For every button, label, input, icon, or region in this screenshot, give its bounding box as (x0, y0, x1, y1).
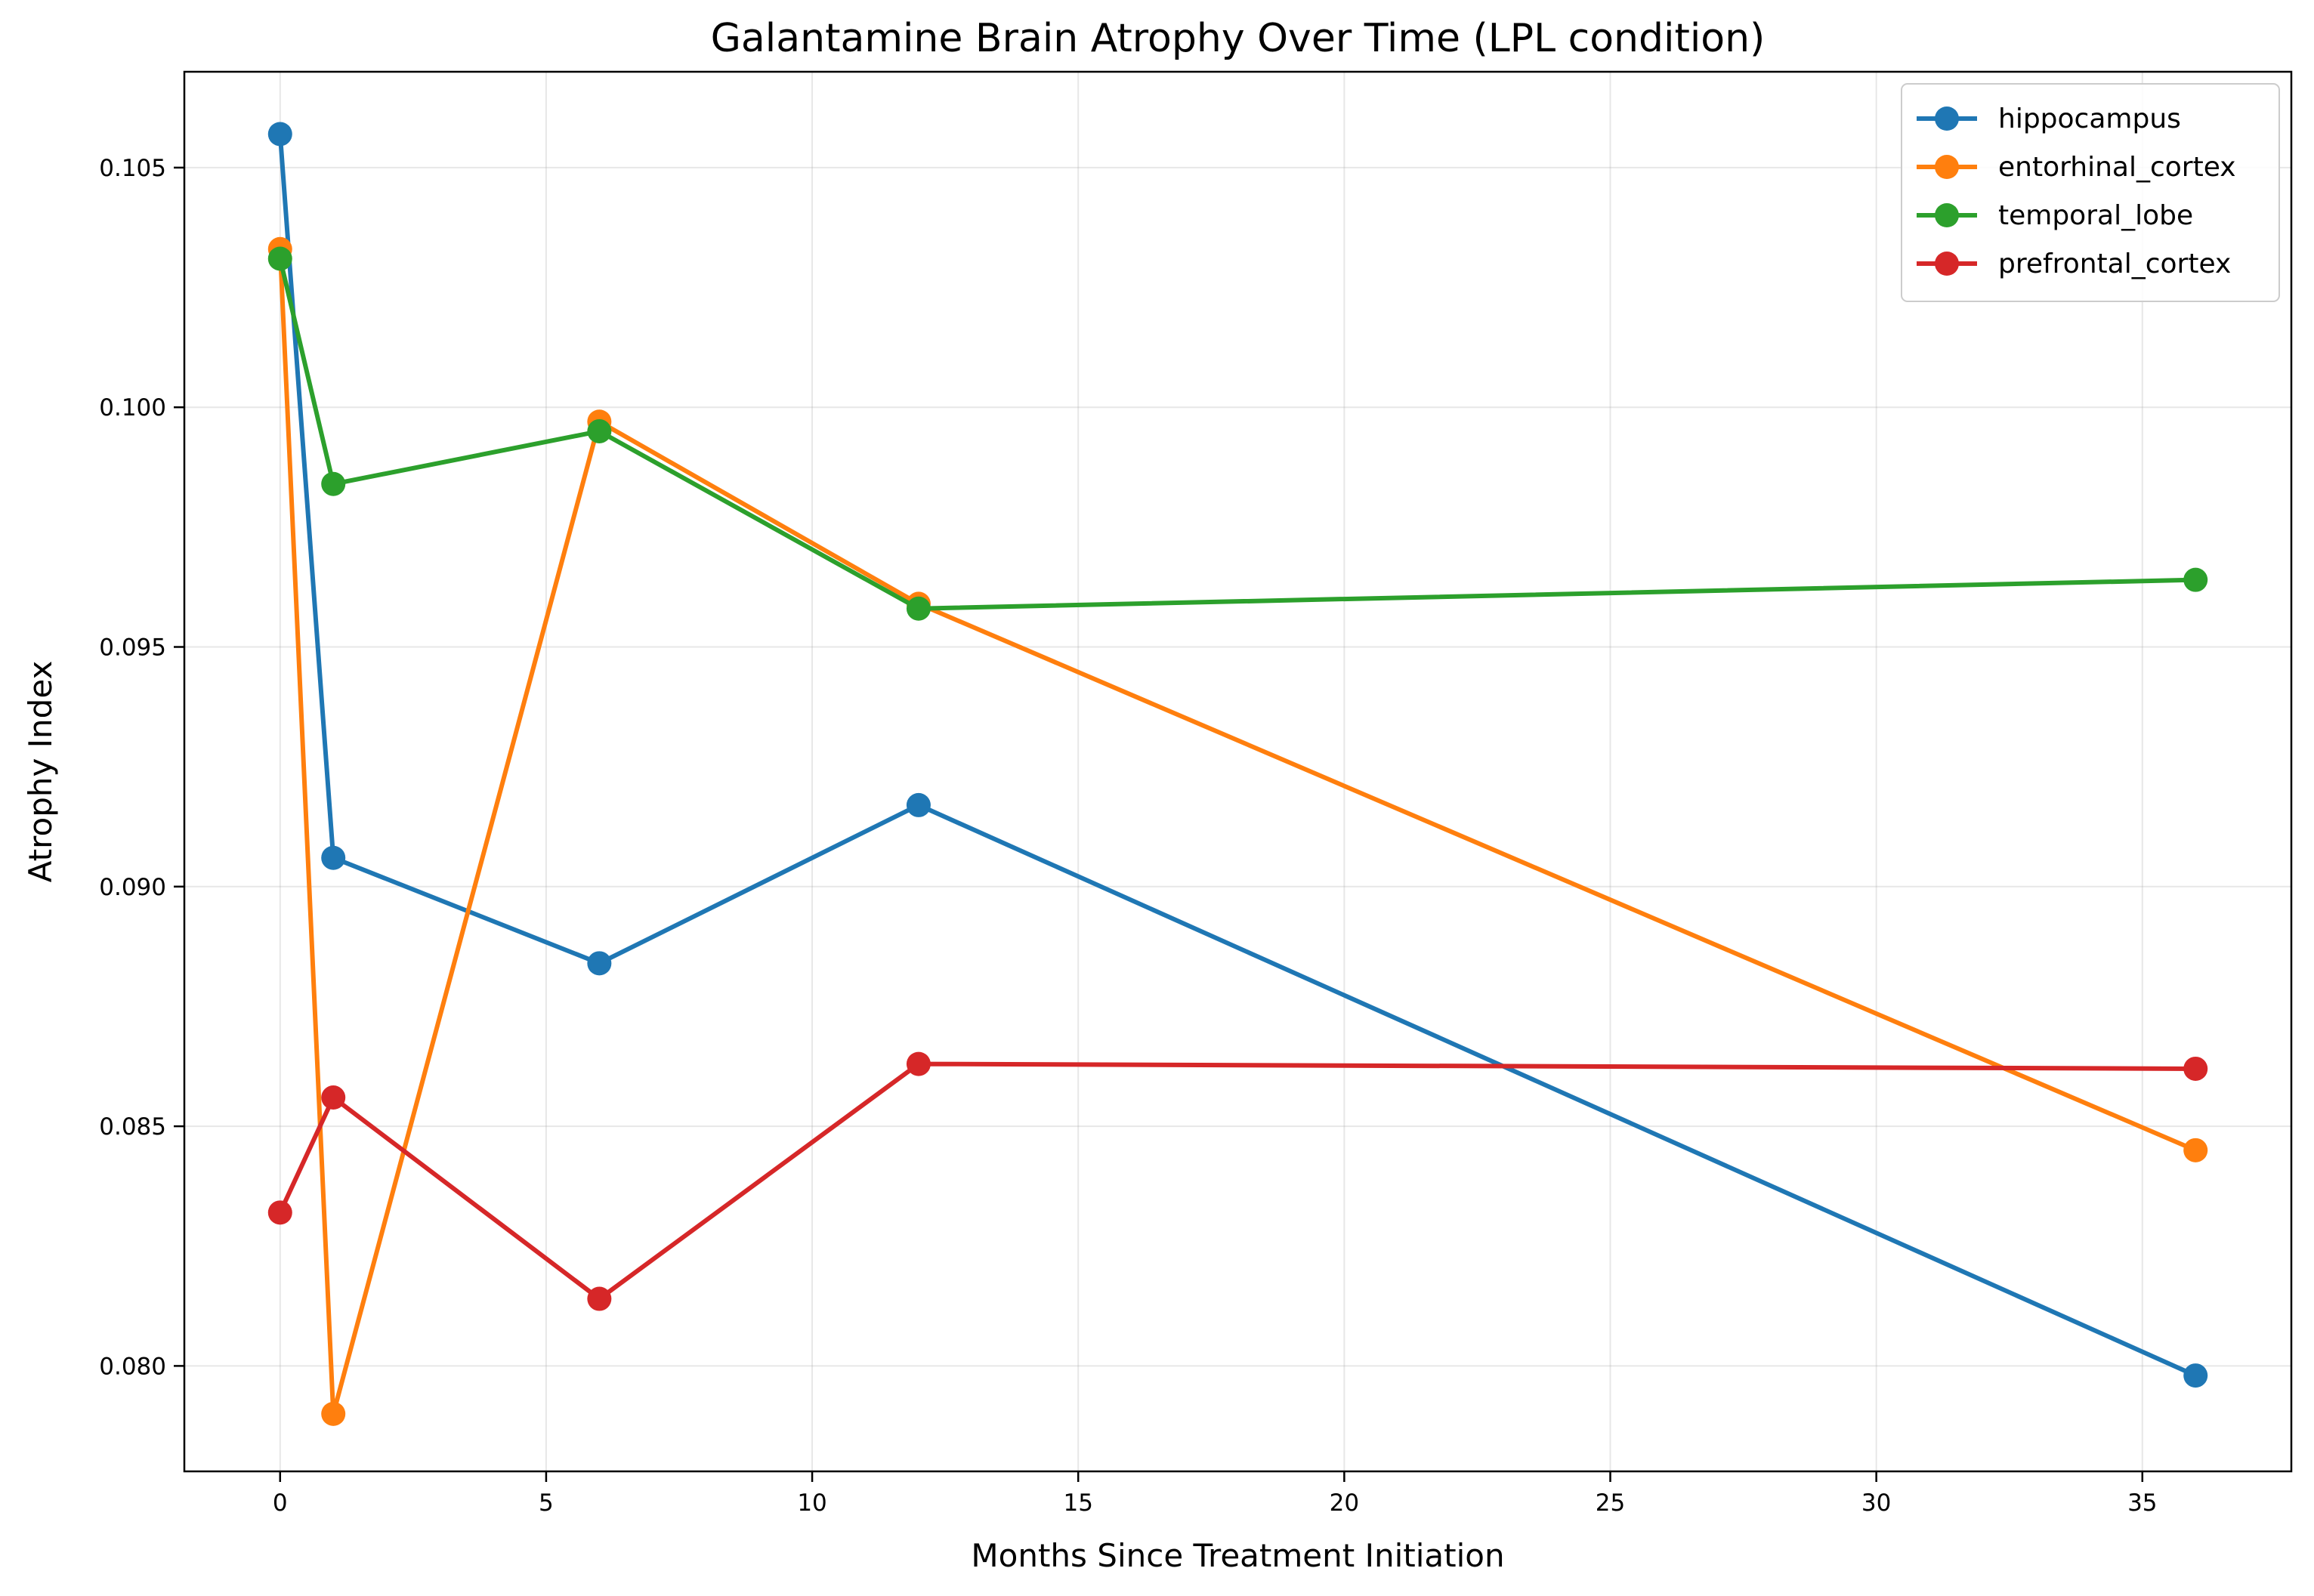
legend-item-hippocampus: hippocampus (1917, 103, 2181, 134)
x-tick-label: 0 (273, 1489, 288, 1517)
legend-label: temporal_lobe (1998, 200, 2193, 231)
y-tick-label: 0.090 (99, 874, 166, 901)
x-tick-label: 35 (2127, 1489, 2157, 1517)
legend: hippocampus entorhinal_cortex temporal_lob… (1901, 83, 2280, 302)
x-tick-label: 10 (797, 1489, 826, 1517)
legend-swatch-marker (1935, 203, 1959, 227)
data-point (906, 596, 931, 621)
legend-label: hippocampus (1998, 103, 2181, 134)
data-point (2183, 567, 2208, 592)
legend-swatch-marker (1935, 155, 1959, 179)
legend-item-temporal_lobe: temporal_lobe (1917, 200, 2193, 231)
y-axis-ticks: 0.080 0.085 0.090 0.095 0.100 0.105 (99, 155, 184, 1380)
data-point (321, 1401, 346, 1426)
y-tick-label: 0.100 (99, 394, 166, 421)
data-point (267, 246, 292, 271)
data-point (2183, 1138, 2208, 1162)
data-point (587, 1286, 612, 1311)
x-tick-label: 15 (1063, 1489, 1092, 1517)
y-tick-label: 0.105 (99, 155, 166, 182)
y-tick-label: 0.095 (99, 634, 166, 662)
legend-swatch-marker (1935, 252, 1959, 276)
x-axis-label: Months Since Treatment Initiation (971, 1537, 1504, 1574)
data-point (321, 845, 346, 870)
y-tick-label: 0.085 (99, 1113, 166, 1141)
grid (184, 72, 2291, 1471)
data-point (267, 1200, 292, 1225)
x-tick-label: 5 (539, 1489, 554, 1517)
series-group (267, 122, 2208, 1426)
data-point (906, 1051, 931, 1076)
legend-label: prefrontal_cortex (1998, 249, 2231, 279)
legend-item-entorhinal_cortex: entorhinal_cortex (1917, 152, 2236, 183)
data-point (587, 951, 612, 976)
data-point (587, 418, 612, 443)
series-prefrontal_cortex (267, 1051, 2208, 1311)
y-axis-label: Atrophy Index (22, 661, 59, 883)
data-point (2183, 1363, 2208, 1388)
data-point (2183, 1056, 2208, 1081)
data-point (321, 471, 346, 496)
data-point (321, 1085, 346, 1110)
data-point (267, 122, 292, 147)
x-tick-label: 25 (1596, 1489, 1625, 1517)
legend-swatch-marker (1935, 107, 1959, 131)
series-hippocampus (267, 122, 2208, 1388)
series-temporal_lobe (267, 246, 2208, 621)
legend-item-prefrontal_cortex: prefrontal_cortex (1917, 249, 2231, 279)
x-tick-label: 30 (1861, 1489, 1891, 1517)
legend-box (1901, 83, 2280, 302)
chart-title: Galantamine Brain Atrophy Over Time (LPL… (711, 16, 1766, 61)
data-point (906, 792, 931, 817)
plot-frame (183, 70, 2293, 1473)
x-tick-label: 20 (1330, 1489, 1359, 1517)
x-axis-ticks: 0 5 10 15 20 25 30 35 (273, 1471, 2158, 1517)
legend-label: entorhinal_cortex (1998, 152, 2236, 183)
y-tick-label: 0.080 (99, 1353, 166, 1380)
